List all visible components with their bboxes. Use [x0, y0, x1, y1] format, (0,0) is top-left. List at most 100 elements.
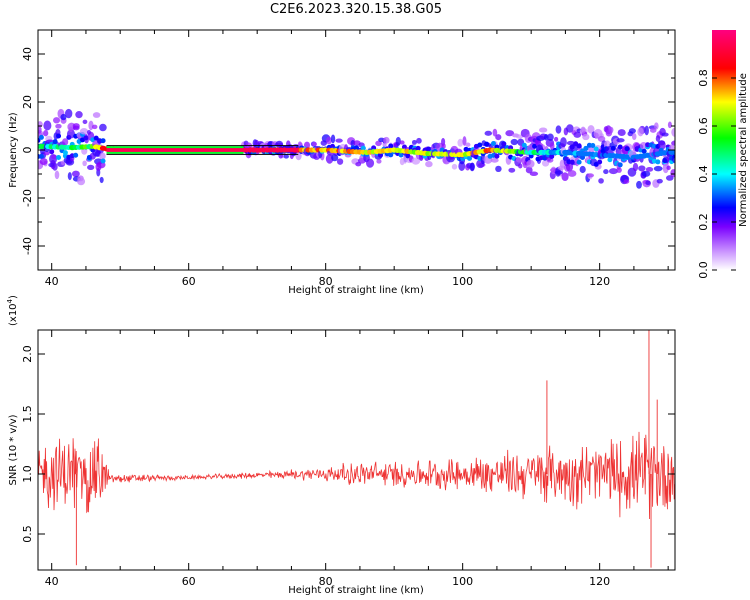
spectrogram-halo-cell: [325, 136, 332, 145]
spectrogram-heatmap: [38, 108, 675, 189]
spectrogram-halo-cell: [649, 127, 657, 133]
spectrogram-halo-cell: [631, 133, 637, 140]
colorbar-tick-label: 0.6: [697, 117, 710, 135]
spectrogram-band-cell: [576, 143, 582, 149]
spectrogram-halo-cell: [653, 165, 663, 172]
spectrogram-halo-cell: [671, 127, 675, 137]
spectrogram-halo-cell: [667, 121, 672, 129]
spectrogram-halo-cell: [62, 138, 69, 146]
spectrogram-halo-cell: [39, 158, 48, 166]
spectrogram-halo-cell: [71, 170, 80, 178]
spectrogram-band-cell: [477, 142, 483, 148]
spectrogram-halo-cell: [557, 165, 566, 170]
snr-series-line: [38, 431, 675, 520]
spectrogram-halo-cell: [515, 134, 524, 139]
spectrogram-halo-cell: [555, 125, 562, 134]
spectrogram-halo-cell: [510, 138, 518, 146]
spectrogram-halo-cell: [645, 166, 654, 172]
spectrogram-band-cell: [494, 153, 500, 159]
spectrogram-halo-cell: [335, 138, 343, 143]
spectrogram-halo-cell: [92, 112, 101, 118]
spectrogram-halo-cell: [492, 128, 498, 137]
spectrogram-ytick-label: -20: [21, 189, 34, 207]
spectrogram-halo-cell: [671, 140, 675, 146]
colorbar: 0.0 0.2 0.4 0.6 0.8 Normalized spectral ampl…: [697, 30, 749, 279]
spectrogram-ytick-label: 40: [21, 47, 34, 61]
spectrogram-halo-cell: [60, 113, 67, 121]
snr-xlabel: Height of straight line (km): [288, 585, 424, 596]
spectrogram-xtick-label: 60: [182, 275, 196, 288]
spectrogram-halo-cell: [603, 169, 609, 175]
snr-ytick-label: 2.0: [21, 345, 34, 363]
spectrogram-halo-cell: [623, 179, 630, 184]
snr-background: [38, 330, 675, 570]
spectrogram-halo-cell: [566, 124, 574, 133]
spectrogram-band-cell: [52, 139, 58, 145]
spectrogram-halo-cell: [451, 163, 458, 170]
spectrogram-halo-cell: [82, 119, 88, 125]
spectrogram-halo-cell: [312, 141, 317, 147]
spectrogram-halo-cell: [267, 141, 273, 146]
spectrogram-halo-cell: [43, 151, 50, 156]
spectrogram-band-cell: [38, 153, 44, 159]
spectrogram-halo-cell: [609, 126, 614, 134]
spectrogram-halo-cell: [99, 123, 107, 132]
spectrogram-halo-cell: [72, 123, 80, 129]
spectrogram-band-cell: [641, 148, 647, 154]
spectrogram-halo-cell: [538, 127, 548, 133]
spectrogram-halo-cell: [656, 178, 663, 184]
spectrogram-halo-cell: [616, 138, 625, 143]
spectrogram-halo-cell: [484, 130, 493, 136]
spectrogram-halo-cell: [425, 161, 433, 168]
colorbar-ticks: 0.0 0.2 0.4 0.6 0.8: [697, 69, 736, 279]
spectrogram-halo-cell: [66, 129, 76, 139]
spectrogram-halo-cell: [411, 139, 417, 145]
spectrogram-band-cell: [83, 135, 89, 141]
spectrogram-halo-cell: [658, 140, 666, 150]
spectrogram-halo-cell: [457, 138, 464, 147]
spectrogram-halo-cell: [641, 170, 651, 177]
spectrogram-halo-cell: [518, 163, 523, 169]
spectrogram-halo-cell: [608, 168, 618, 175]
spectrogram-band-cell: [56, 133, 62, 139]
spectrogram-band-cell: [549, 154, 555, 160]
colorbar-tick-label: 0.8: [697, 69, 710, 87]
snr-panel: 40 60 80 100 120 0.5 1.0 1.5 2.0 Height of strai…: [6, 295, 676, 596]
spectrogram-halo-cell: [666, 165, 671, 171]
colorbar-tick-label: 0.4: [697, 165, 710, 183]
spectrogram-halo-cell: [79, 128, 89, 135]
snr-xtick-label: 40: [45, 575, 59, 588]
spectrogram-halo-cell: [495, 165, 502, 173]
spectrogram-band-cell: [100, 158, 106, 164]
spectrogram-band-cell: [484, 141, 490, 147]
spectrogram-band-cell: [490, 140, 496, 146]
spectrogram-band-cell: [360, 145, 366, 151]
snr-ylabel: SNR (10 * v/v): [8, 414, 19, 485]
spectrogram-halo-cell: [554, 170, 563, 175]
spectrogram-band-cell: [56, 154, 62, 160]
spectrogram-band-cell: [501, 141, 507, 147]
spectrogram-band-cell: [617, 144, 623, 150]
spectrogram-ticks: 40 60 80 100 120 -40 -20 0 20 40: [21, 29, 675, 288]
spectrogram-halo-cell: [638, 165, 646, 172]
spectrogram-halo-cell: [645, 180, 651, 186]
spectrogram-halo-cell: [636, 180, 642, 189]
spectrogram-band-cell: [398, 152, 404, 158]
spectrogram-band-cell: [610, 145, 616, 151]
spectrogram-halo-cell: [75, 111, 83, 119]
spectrogram-band-cell: [330, 143, 336, 149]
spectrogram-halo-cell: [661, 132, 669, 137]
spectrogram-halo-cell: [99, 176, 104, 184]
spectrogram-halo-cell: [43, 130, 49, 137]
spectrogram-band-cell: [49, 149, 55, 155]
snr-xtick-label: 60: [182, 575, 196, 588]
spectrogram-band-cell: [415, 145, 421, 151]
spectrogram-core-cell: [671, 149, 675, 155]
spectrogram-ylabel: Frequency (Hz): [8, 112, 19, 188]
colorbar-gradient: [712, 30, 736, 270]
spectrogram-band-cell: [467, 155, 473, 161]
spectrogram-halo-cell: [320, 140, 328, 146]
spectrogram-halo-cell: [38, 126, 42, 134]
snr-multiplier-label: (x104): [6, 295, 19, 326]
